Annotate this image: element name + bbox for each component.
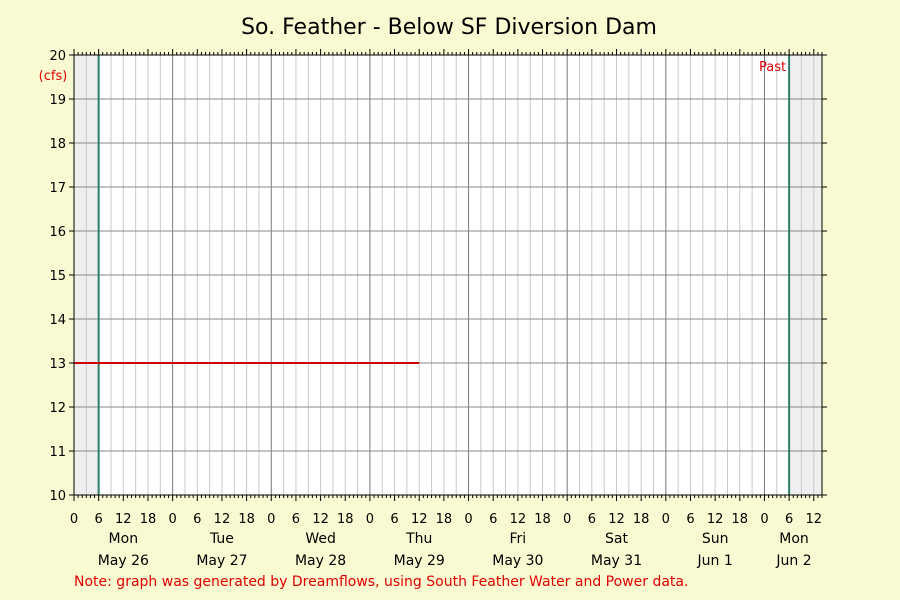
past-marker-label: Past	[759, 60, 786, 75]
x-hour-tick-label: 6	[785, 512, 793, 527]
x-hour-tick-label: 12	[806, 512, 823, 527]
x-day-date-label: May 27	[196, 553, 247, 569]
x-hour-tick-label: 12	[115, 512, 132, 527]
x-hour-tick-label: 0	[168, 512, 176, 527]
x-hour-tick-label: 18	[633, 512, 650, 527]
y-tick-label: 14	[49, 313, 66, 328]
x-hour-tick-label: 18	[337, 512, 354, 527]
y-tick-label: 11	[49, 445, 66, 460]
y-tick-label: 10	[49, 489, 66, 504]
x-hour-tick-label: 6	[390, 512, 398, 527]
x-day-date-label: Jun 1	[697, 553, 733, 569]
y-tick-label: 17	[49, 181, 66, 196]
x-day-date-label: May 29	[394, 553, 445, 569]
plot-area: 10 11 12 13 14 15 16 17 18 19 20 0 6 12 18 0 6 12 18 0 6 12 18…	[49, 49, 827, 569]
y-tick-label: 12	[49, 401, 66, 416]
x-hour-tick-label: 0	[366, 512, 374, 527]
x-hour-tick-label: 0	[760, 512, 768, 527]
x-day-date-label: May 28	[295, 553, 346, 569]
chart-title: So. Feather - Below SF Diversion Dam	[241, 15, 657, 40]
x-hour-tick-label: 6	[588, 512, 596, 527]
x-hour-tick-label: 6	[95, 512, 103, 527]
x-day-date-label: May 26	[98, 553, 149, 569]
x-hour-tick-label: 6	[292, 512, 300, 527]
x-hour-tick-label: 0	[464, 512, 472, 527]
x-day-weekday-label: Tue	[209, 531, 234, 547]
x-day-weekday-label: Fri	[510, 531, 527, 547]
x-day-weekday-label: Sat	[605, 531, 628, 547]
x-hour-tick-label: 0	[662, 512, 670, 527]
x-hour-tick-label: 18	[732, 512, 749, 527]
x-hour-tick-label: 12	[312, 512, 329, 527]
x-hour-tick-label: 12	[608, 512, 625, 527]
x-day-weekday-label: Wed	[305, 531, 336, 547]
x-day-date-label: Jun 2	[775, 553, 811, 569]
x-day-weekday-label: Mon	[779, 531, 809, 547]
x-hour-tick-label: 12	[707, 512, 724, 527]
x-hour-tick-label: 0	[267, 512, 275, 527]
y-tick-label: 16	[49, 225, 66, 240]
x-day-date-label: May 31	[591, 553, 642, 569]
x-day-date-label: May 30	[492, 553, 543, 569]
x-hour-tick-label: 0	[563, 512, 571, 527]
y-tick-label: 18	[49, 137, 66, 152]
x-day-weekday-label: Thu	[405, 531, 432, 547]
y-tick-label: 19	[49, 93, 66, 108]
x-hour-tick-label: 18	[140, 512, 157, 527]
x-hour-tick-label: 18	[238, 512, 255, 527]
x-hour-tick-label: 0	[70, 512, 78, 527]
x-hour-tick-label: 18	[534, 512, 551, 527]
x-hour-tick-label: 6	[489, 512, 497, 527]
x-hour-tick-label: 12	[214, 512, 231, 527]
x-hour-tick-label: 12	[411, 512, 428, 527]
x-hour-tick-label: 18	[436, 512, 453, 527]
x-hour-tick-label: 6	[686, 512, 694, 527]
y-axis-unit-label: (cfs)	[39, 69, 68, 84]
x-hour-tick-label: 12	[510, 512, 527, 527]
y-tick-label: 20	[49, 49, 66, 64]
y-tick-label: 15	[49, 269, 66, 284]
y-tick-label: 13	[49, 357, 66, 372]
x-day-weekday-label: Sun	[702, 531, 729, 547]
x-day-weekday-label: Mon	[109, 531, 139, 547]
footnote: Note: graph was generated by Dreamflows,…	[74, 574, 688, 590]
x-hour-tick-label: 6	[193, 512, 201, 527]
